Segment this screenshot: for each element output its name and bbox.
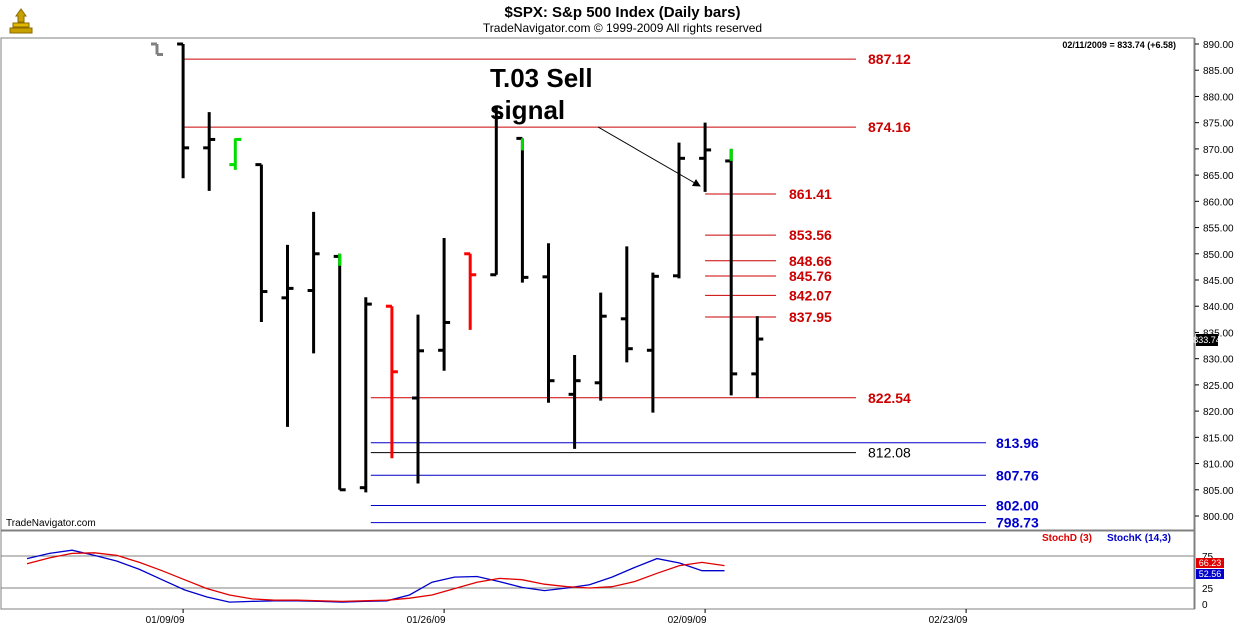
ohlc-bar (333, 253, 346, 492)
watermark: TradeNavigator.com (6, 518, 96, 529)
stochastic-grid (1, 555, 1194, 589)
price-tick-label: 820.00 (1203, 407, 1234, 418)
level-label: 853.56 (789, 227, 832, 243)
price-tick-label: 880.00 (1203, 92, 1234, 103)
ohlc-bar (177, 42, 190, 179)
price-tick-label: 865.00 (1203, 171, 1234, 182)
ohlc-bar (516, 136, 529, 283)
ohlc-bar (620, 246, 633, 363)
date-axis: 01/09/09 01/26/09 02/09/09 02/23/09 (146, 609, 968, 626)
price-tick-label: 855.00 (1203, 224, 1234, 235)
ohlc-bar (542, 243, 555, 403)
stochastic-panel-frame (0, 530, 1195, 610)
chart-subtitle: TradeNavigator.com © 1999-2009 All right… (482, 21, 763, 35)
stoch-k-last-value: 52.56 (1199, 569, 1222, 579)
price-tick-label: 805.00 (1203, 486, 1234, 497)
sell-signal-annotation-line1: T.03 Sell (490, 63, 593, 93)
ohlc-bar (151, 42, 163, 56)
stoch-d-last-value: 66.23 (1199, 558, 1222, 568)
trophy-icon[interactable] (6, 6, 36, 41)
sell-signal-arrow (597, 126, 701, 187)
ohlc-bar (385, 304, 398, 459)
price-tick-label: 840.00 (1203, 302, 1234, 313)
level-label: 848.66 (789, 253, 832, 269)
ohlc-bar (203, 112, 216, 191)
ohlc-bar (464, 252, 477, 330)
level-label: 837.95 (789, 309, 832, 325)
date-tick-label: 02/23/09 (929, 615, 968, 626)
ohlc-bar (412, 314, 424, 484)
ohlc-bar (673, 142, 685, 279)
ohlc-bar (281, 244, 294, 427)
level-label: 802.00 (996, 498, 1039, 514)
ohlc-bar (229, 137, 242, 170)
last-price-label: 833.74 (1193, 335, 1221, 345)
ohlc-bar (307, 211, 320, 354)
price-tick-label: 810.00 (1203, 460, 1234, 471)
price-tick-label: 850.00 (1203, 250, 1234, 261)
price-axis: 800.00 805.00 810.00 815.00 820.00 825.00 830.… (1195, 40, 1234, 523)
price-tick-label: 815.00 (1203, 433, 1234, 444)
level-label: 861.41 (789, 186, 832, 202)
last-price-badge (1196, 334, 1218, 346)
stoch-d-line (26, 552, 725, 603)
bars-layer (151, 42, 764, 493)
price-tick-label: 825.00 (1203, 381, 1234, 392)
date-tick-label: 02/09/09 (668, 615, 707, 626)
level-label: 887.12 (868, 51, 911, 67)
price-tick-label: 835.00 (1203, 328, 1234, 339)
level-label: 874.16 (868, 119, 911, 135)
level-label: 822.54 (868, 390, 911, 406)
stoch-k-legend: StochK (14,3) (1107, 533, 1171, 544)
sell-signal-annotation-line2: signal (490, 95, 565, 125)
level-label: 812.08 (868, 445, 911, 461)
ohlc-bar (359, 297, 372, 493)
price-panel-frame (0, 37, 1195, 531)
level-label: 798.73 (996, 515, 1039, 531)
level-label: 842.07 (789, 287, 832, 303)
chart-title: $SPX: S&p 500 Index (Daily bars) (504, 4, 741, 21)
stoch-d-last-badge (1196, 558, 1224, 568)
stoch-tick-label: 75 (1202, 552, 1214, 563)
ohlc-bar (751, 316, 764, 398)
stoch-k-last-badge (1196, 569, 1224, 579)
ohlc-bar (438, 238, 451, 371)
ohlc-bar (490, 106, 503, 277)
price-tick-label: 845.00 (1203, 276, 1234, 287)
stoch-k-line (26, 549, 725, 603)
stoch-d-legend: StochD (3) (1042, 533, 1092, 544)
level-label: 845.76 (789, 268, 832, 284)
price-tick-label: 830.00 (1203, 355, 1234, 366)
price-tick-label: 890.00 (1203, 40, 1234, 51)
price-tick-label: 885.00 (1203, 66, 1234, 77)
price-tick-label: 875.00 (1203, 119, 1234, 130)
ohlc-bar (568, 354, 581, 449)
date-tick-label: 01/09/09 (146, 615, 185, 626)
stoch-tick-label: 0 (1202, 600, 1208, 611)
price-tick-label: 860.00 (1203, 197, 1234, 208)
chart-header: $SPX: S&p 500 Index (Daily bars) TradeNa… (0, 0, 1245, 40)
ohlc-bar (255, 163, 268, 322)
level-label: 807.76 (996, 467, 1039, 483)
stoch-tick-label: 25 (1202, 584, 1214, 595)
ohlc-bar (594, 292, 607, 401)
level-label: 813.96 (996, 435, 1039, 451)
price-tick-label: 870.00 (1203, 145, 1234, 156)
ohlc-bar (725, 148, 738, 396)
status-text: 02/11/2009 = 833.74 (+6.58) (1062, 40, 1176, 50)
price-tick-label: 800.00 (1203, 512, 1234, 523)
ohlc-bar (699, 122, 712, 192)
ohlc-bar (646, 272, 659, 413)
date-tick-label: 01/26/09 (407, 615, 446, 626)
